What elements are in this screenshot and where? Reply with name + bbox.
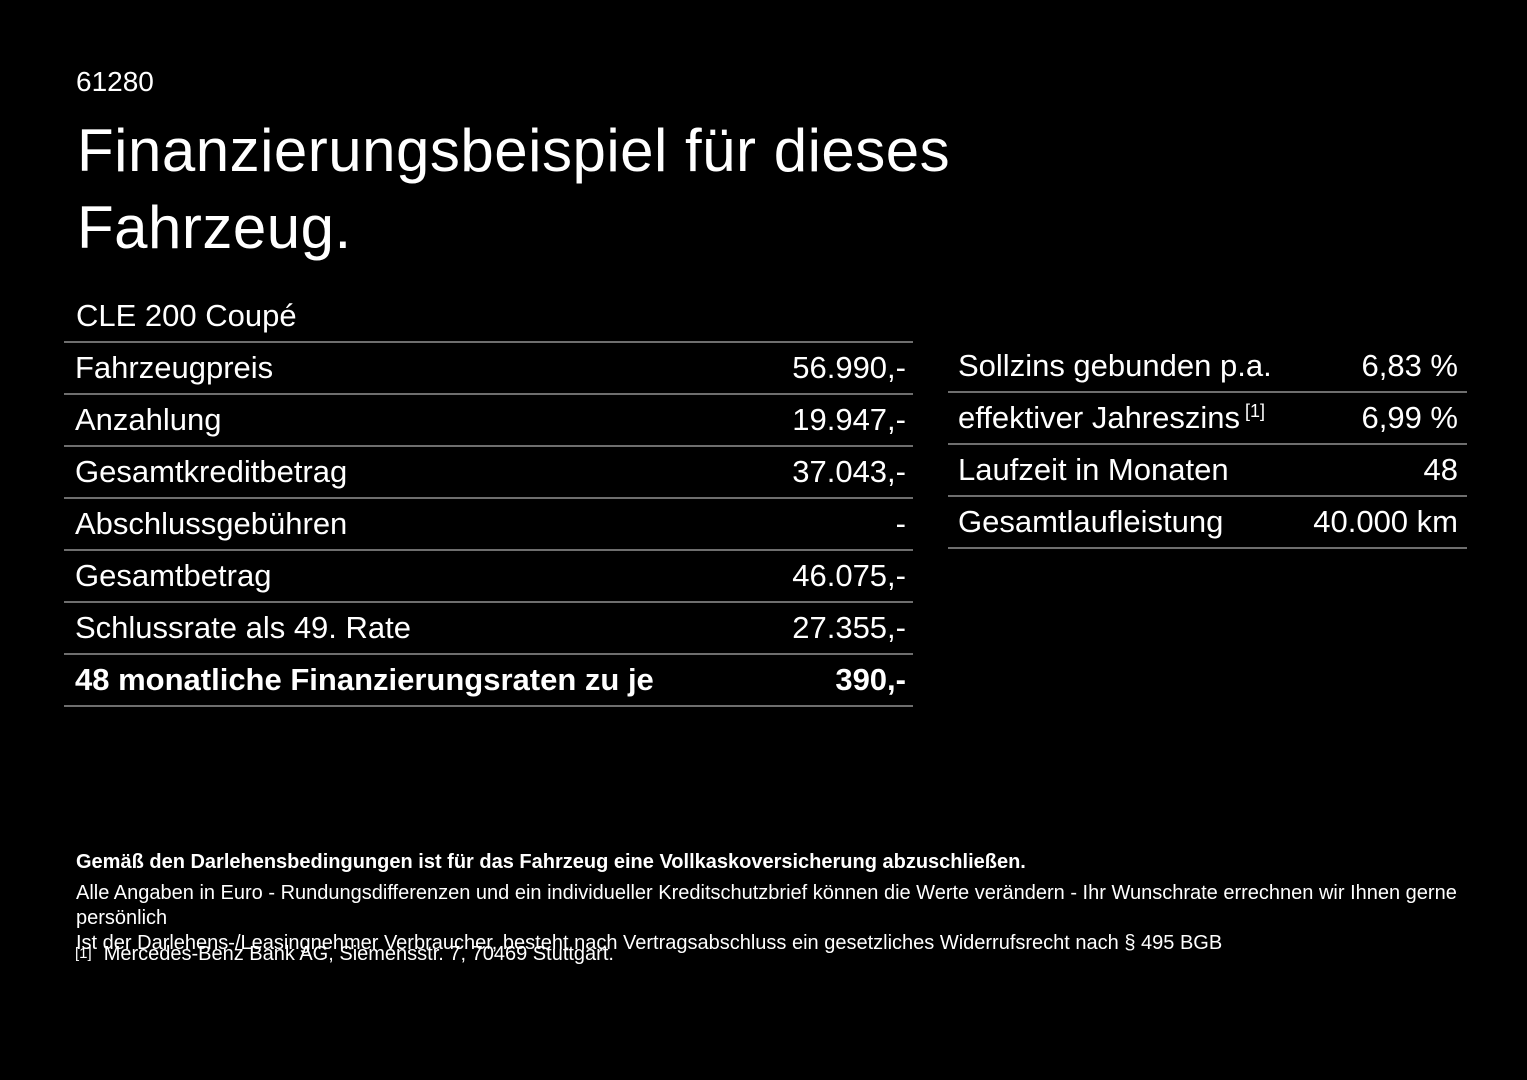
footer-insurance-requirement: Gemäß den Darlehensbedingungen ist für d…: [76, 851, 1026, 873]
footer-note-line2: Ist der Darlehens-/Leasingnehmer Verbrau…: [76, 932, 1223, 954]
row-value: -: [895, 506, 906, 541]
row-label: effektiver Jahreszins [1]: [958, 400, 1266, 435]
table-row: Laufzeit in Monaten 48: [948, 445, 1467, 497]
table-row: Gesamtlaufleistung 40.000 km: [948, 497, 1467, 549]
table-row: Anzahlung 19.947,-: [64, 393, 913, 445]
table-row: Gesamtbetrag 46.075,-: [64, 549, 913, 601]
row-value: 6,83 %: [1361, 348, 1458, 383]
row-label: Fahrzeugpreis: [75, 350, 274, 385]
footer-note-line1: Alle Angaben in Euro - Rundungsdifferenz…: [76, 882, 1457, 929]
row-label: Sollzins gebunden p.a.: [958, 348, 1272, 383]
row-value: 27.355,-: [792, 610, 906, 645]
table-row: Gesamtkreditbetrag 37.043,-: [64, 445, 913, 497]
row-label: Schlussrate als 49. Rate: [75, 610, 412, 645]
page-title-line1: Finanzierungsbeispiel für dieses: [77, 117, 951, 184]
footnote-marker: [1]: [75, 945, 92, 962]
table-row-monthly-rate: 48 monatliche Finanzierungsraten zu je 3…: [64, 653, 913, 705]
row-label: 48 monatliche Finanzierungsraten zu je: [75, 662, 654, 697]
row-label: Gesamtkreditbetrag: [75, 454, 348, 489]
table-row: effektiver Jahreszins [1] 6,99 %: [948, 393, 1467, 445]
row-label: Gesamtlaufleistung: [958, 504, 1224, 539]
row-value: 48: [1423, 452, 1458, 487]
footnote-text: Mercedes-Benz Bank AG, Siemensstr. 7, 70…: [103, 943, 614, 965]
row-value: 390,-: [835, 662, 906, 697]
row-value: 46.075,-: [792, 558, 906, 593]
footer-footnote: [1] Mercedes-Benz Bank AG, Siemensstr. 7,…: [75, 943, 614, 967]
footnote-reference: [1]: [1245, 400, 1266, 421]
vehicle-model: CLE 200 Coupé: [76, 298, 297, 333]
document-number: 61280: [76, 66, 154, 97]
row-value: 37.043,-: [792, 454, 906, 489]
row-label: Anzahlung: [75, 402, 222, 437]
table-row: Abschlussgebühren -: [64, 497, 913, 549]
row-value: 56.990,-: [792, 350, 906, 385]
row-value: 40.000 km: [1313, 504, 1458, 539]
row-value: 6,99 %: [1361, 400, 1458, 435]
table-row: Fahrzeugpreis 56.990,-: [64, 341, 913, 393]
financing-table-right: Sollzins gebunden p.a. 6,83 % effektiver…: [948, 341, 1467, 549]
table-row: Schlussrate als 49. Rate 27.355,-: [64, 601, 913, 653]
footer-notes: Alle Angaben in Euro - Rundungsdifferenz…: [76, 881, 1527, 956]
row-value: 19.947,-: [792, 402, 906, 437]
row-label: Laufzeit in Monaten: [958, 452, 1229, 487]
row-label: Abschlussgebühren: [75, 506, 348, 541]
row-label: Gesamtbetrag: [75, 558, 272, 593]
financing-table-left: Fahrzeugpreis 56.990,- Anzahlung 19.947,…: [64, 341, 913, 707]
table-row: Sollzins gebunden p.a. 6,83 %: [948, 341, 1467, 393]
page-title: Finanzierungsbeispiel für dieses Fahrzeu…: [77, 112, 950, 266]
page-title-line2: Fahrzeug.: [77, 194, 352, 261]
